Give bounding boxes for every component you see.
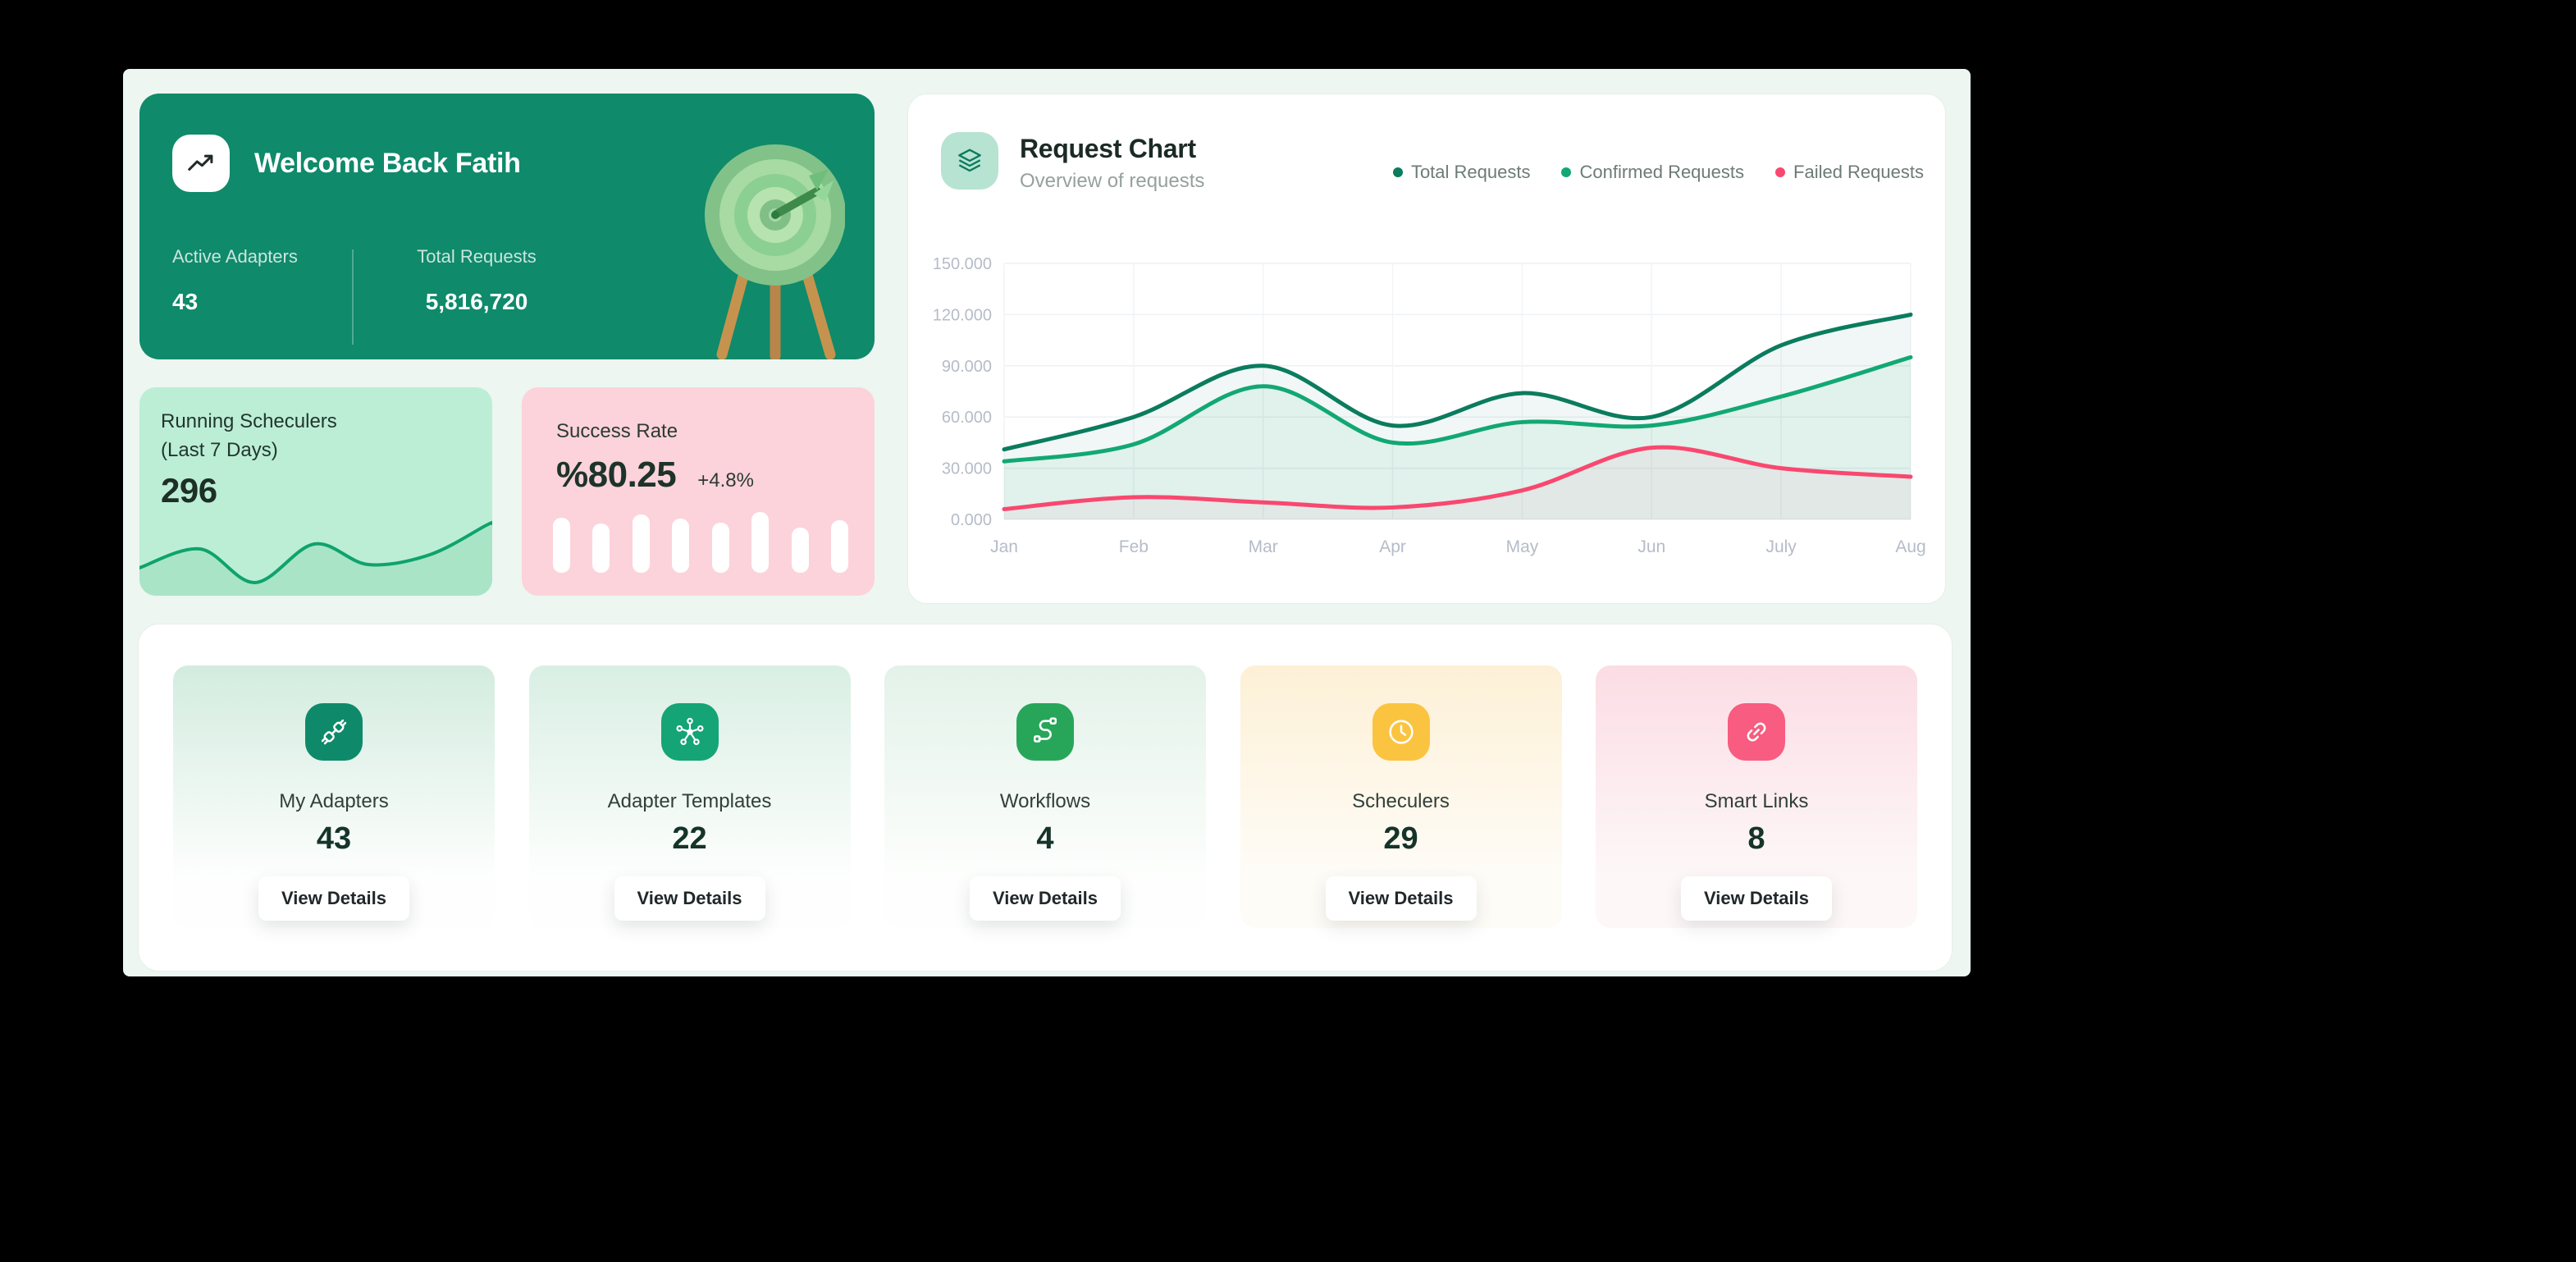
stat-label: Active Adapters bbox=[172, 246, 298, 267]
route-icon bbox=[1016, 703, 1074, 761]
svg-text:Jan: Jan bbox=[990, 537, 1018, 556]
stat-total-requests: Total Requests 5,816,720 bbox=[411, 246, 542, 315]
summary-card-value: 43 bbox=[316, 821, 352, 856]
target-illustration bbox=[697, 126, 846, 359]
success-rate-delta: +4.8% bbox=[697, 469, 754, 492]
success-rate-bar bbox=[672, 519, 690, 573]
summary-card-title: Smart Links bbox=[1704, 790, 1809, 812]
stat-divider bbox=[352, 249, 354, 345]
view-details-button[interactable]: View Details bbox=[1681, 876, 1832, 921]
success-rate-bar bbox=[791, 528, 809, 573]
view-details-button[interactable]: View Details bbox=[1325, 876, 1477, 921]
success-rate-title: Success Rate bbox=[556, 420, 678, 442]
request-chart-panel: 150.000 120.000 90.000 60.000 30.000 0.000 Jan… bbox=[907, 94, 1946, 604]
welcome-card: Welcome Back Fatih Active Adapters 43 To… bbox=[139, 94, 875, 359]
success-rate-bar bbox=[711, 523, 729, 573]
plug-icon bbox=[305, 703, 363, 761]
stat-value: 43 bbox=[172, 289, 199, 314]
running-title-line1: Running Scheculers bbox=[161, 410, 337, 432]
summary-card-value: 22 bbox=[672, 821, 707, 856]
request-chart: 150.000 120.000 90.000 60.000 30.000 0.000 Jan… bbox=[933, 255, 1926, 556]
summary-card-my-adapters: My Adapters 43 View Details bbox=[173, 665, 495, 928]
summary-card-adapter-templates: Adapter Templates 22 View Details bbox=[528, 665, 851, 928]
summary-card-title: Workflows bbox=[999, 790, 1091, 812]
legend-label: Confirmed Requests bbox=[1579, 162, 1745, 182]
legend-label: Failed Requests bbox=[1793, 162, 1924, 182]
trending-up-icon bbox=[172, 135, 230, 192]
running-title-line2: (Last 7 Days) bbox=[161, 439, 278, 461]
summary-card-title: Scheculers bbox=[1352, 790, 1450, 812]
svg-text:60.000: 60.000 bbox=[942, 409, 992, 427]
chart-legend: Total Requests Confirmed Requests Failed… bbox=[1392, 162, 1924, 183]
success-rate-bar bbox=[553, 518, 570, 573]
success-rate-bar bbox=[751, 512, 770, 573]
summary-card-scheculers: Scheculers 29 View Details bbox=[1240, 665, 1562, 928]
svg-text:Mar: Mar bbox=[1249, 537, 1278, 556]
legend-label: Total Requests bbox=[1410, 162, 1531, 182]
link-icon bbox=[1728, 703, 1785, 761]
running-schedulers-value: 296 bbox=[161, 471, 217, 510]
svg-text:Aug: Aug bbox=[1895, 537, 1925, 556]
legend-item-failed-requests[interactable]: Failed Requests bbox=[1775, 162, 1924, 183]
summary-card-value: 4 bbox=[1036, 821, 1054, 856]
layers-icon bbox=[941, 132, 998, 190]
svg-text:July: July bbox=[1765, 537, 1797, 556]
running-schedulers-title: Running Scheculers (Last 7 Days) bbox=[161, 407, 337, 464]
legend-dot bbox=[1775, 167, 1786, 177]
running-sparkline-chart bbox=[139, 520, 492, 596]
summary-card-title: My Adapters bbox=[279, 790, 389, 812]
legend-item-total-requests[interactable]: Total Requests bbox=[1392, 162, 1531, 183]
stat-value: 5,816,720 bbox=[425, 289, 528, 314]
running-schedulers-card: Running Scheculers (Last 7 Days) 296 bbox=[139, 387, 492, 596]
clock-icon bbox=[1372, 703, 1430, 761]
dashboard: Welcome Back Fatih Active Adapters 43 To… bbox=[123, 69, 1971, 976]
chart-title: Request Chart bbox=[1020, 134, 1196, 163]
summary-card-workflows: Workflows 4 View Details bbox=[884, 665, 1206, 928]
success-rate-card: Success Rate %80.25 +4.8% bbox=[522, 387, 875, 596]
svg-text:150.000: 150.000 bbox=[933, 255, 992, 273]
legend-dot bbox=[1561, 167, 1572, 177]
summary-row: My Adapters 43 View Details bbox=[173, 665, 1917, 928]
svg-text:Apr: Apr bbox=[1379, 537, 1406, 556]
svg-text:30.000: 30.000 bbox=[942, 460, 992, 478]
success-rate-bar bbox=[830, 520, 848, 573]
stat-active-adapters: Active Adapters 43 bbox=[172, 246, 352, 315]
svg-text:0.000: 0.000 bbox=[951, 511, 992, 529]
welcome-title: Welcome Back Fatih bbox=[254, 147, 521, 179]
success-rate-bar bbox=[632, 514, 650, 573]
svg-text:May: May bbox=[1506, 537, 1539, 556]
svg-text:120.000: 120.000 bbox=[933, 306, 992, 324]
svg-text:Jun: Jun bbox=[1637, 537, 1665, 556]
summary-card-value: 29 bbox=[1383, 821, 1418, 856]
svg-text:Feb: Feb bbox=[1119, 537, 1149, 556]
success-rate-bars-chart bbox=[553, 512, 848, 573]
legend-dot bbox=[1392, 167, 1403, 177]
view-details-button[interactable]: View Details bbox=[614, 876, 765, 921]
legend-item-confirmed-requests[interactable]: Confirmed Requests bbox=[1561, 162, 1744, 183]
hub-icon bbox=[660, 703, 719, 761]
success-rate-bar bbox=[592, 524, 610, 573]
summary-card-title: Adapter Templates bbox=[607, 790, 772, 812]
summary-panel: My Adapters 43 View Details bbox=[138, 624, 1953, 972]
welcome-stats: Active Adapters 43 Total Requests 5,816,… bbox=[172, 246, 542, 345]
view-details-button[interactable]: View Details bbox=[258, 876, 409, 921]
svg-text:90.000: 90.000 bbox=[942, 358, 992, 376]
success-value-row: %80.25 +4.8% bbox=[556, 455, 754, 496]
chart-subtitle: Overview of requests bbox=[1020, 170, 1205, 192]
summary-card-value: 8 bbox=[1747, 821, 1765, 856]
success-rate-value: %80.25 bbox=[556, 455, 677, 495]
stat-label: Total Requests bbox=[417, 246, 537, 267]
summary-card-smart-links: Smart Links 8 View Details bbox=[1596, 665, 1917, 928]
view-details-button[interactable]: View Details bbox=[970, 876, 1121, 921]
